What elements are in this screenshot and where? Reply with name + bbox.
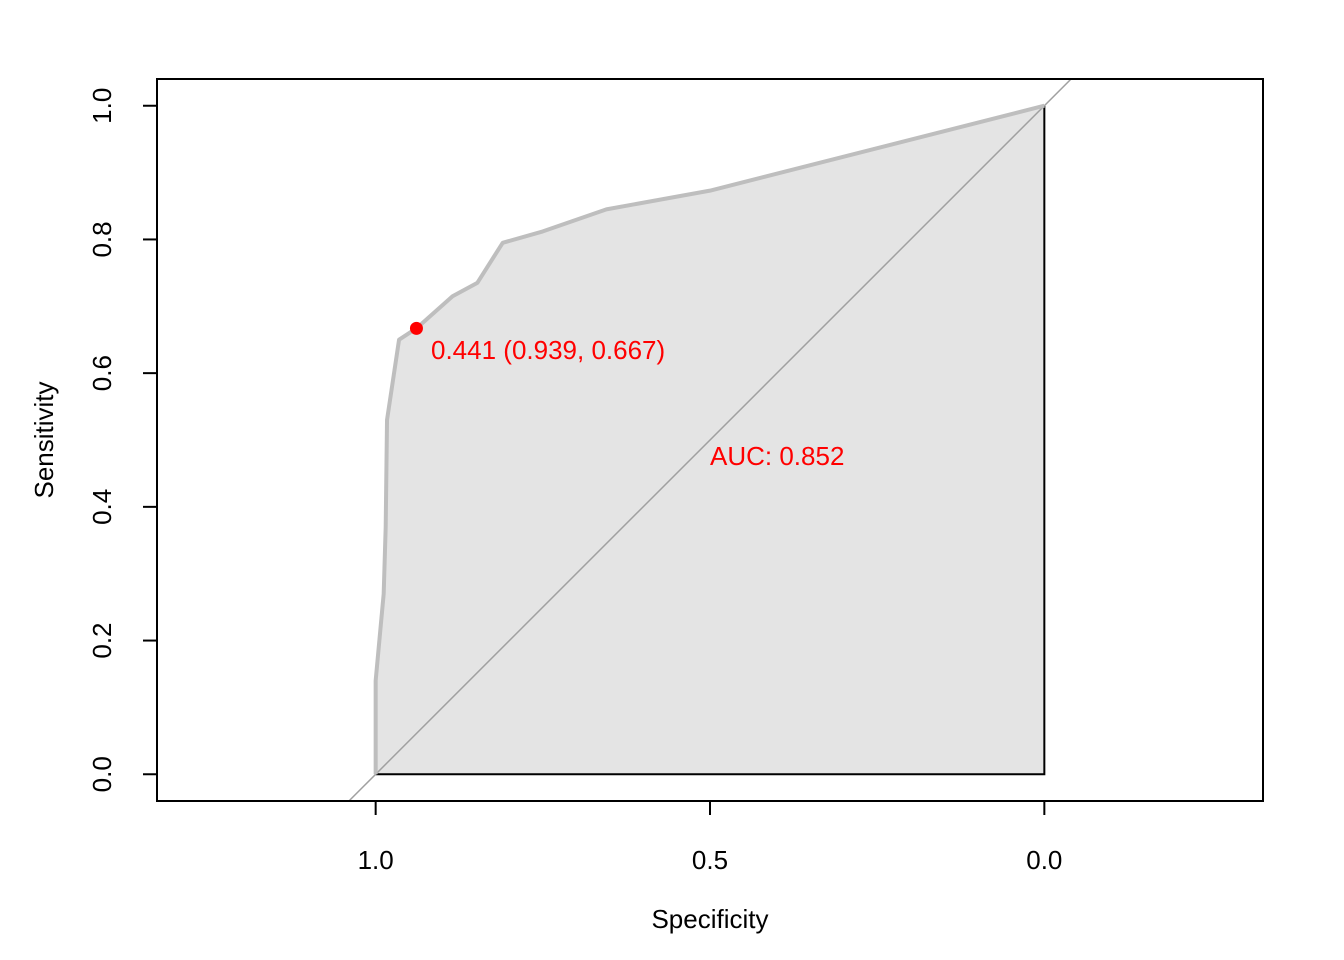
best-threshold-point — [409, 321, 423, 335]
y-axis: 0.0 0.2 0.4 0.6 0.8 1.0 — [87, 88, 158, 792]
y-tick-label: 1.0 — [87, 88, 117, 124]
roc-curve-line — [373, 103, 1045, 775]
y-tick-label: 0.2 — [87, 622, 117, 658]
chance-diagonal-line — [348, 79, 1072, 801]
auc-area-border — [375, 105, 1046, 776]
auc-label: AUC: 0.852 — [710, 441, 844, 471]
y-tick-label: 0.8 — [87, 221, 117, 257]
x-tick-label: 1.0 — [358, 845, 394, 875]
x-axis: 1.0 0.5 0.0 — [358, 800, 1062, 875]
y-tick-label: 0.6 — [87, 355, 117, 391]
x-tick-label: 0.0 — [1026, 845, 1062, 875]
x-axis-title: Specificity — [651, 904, 768, 934]
y-axis-title: Sensitivity — [29, 381, 59, 498]
best-threshold-label: 0.441 (0.939, 0.667) — [431, 335, 665, 365]
y-tick-label: 0.0 — [87, 756, 117, 792]
x-tick-label: 0.5 — [692, 845, 728, 875]
y-tick-label: 0.4 — [87, 489, 117, 525]
plot-layer — [348, 79, 1072, 801]
